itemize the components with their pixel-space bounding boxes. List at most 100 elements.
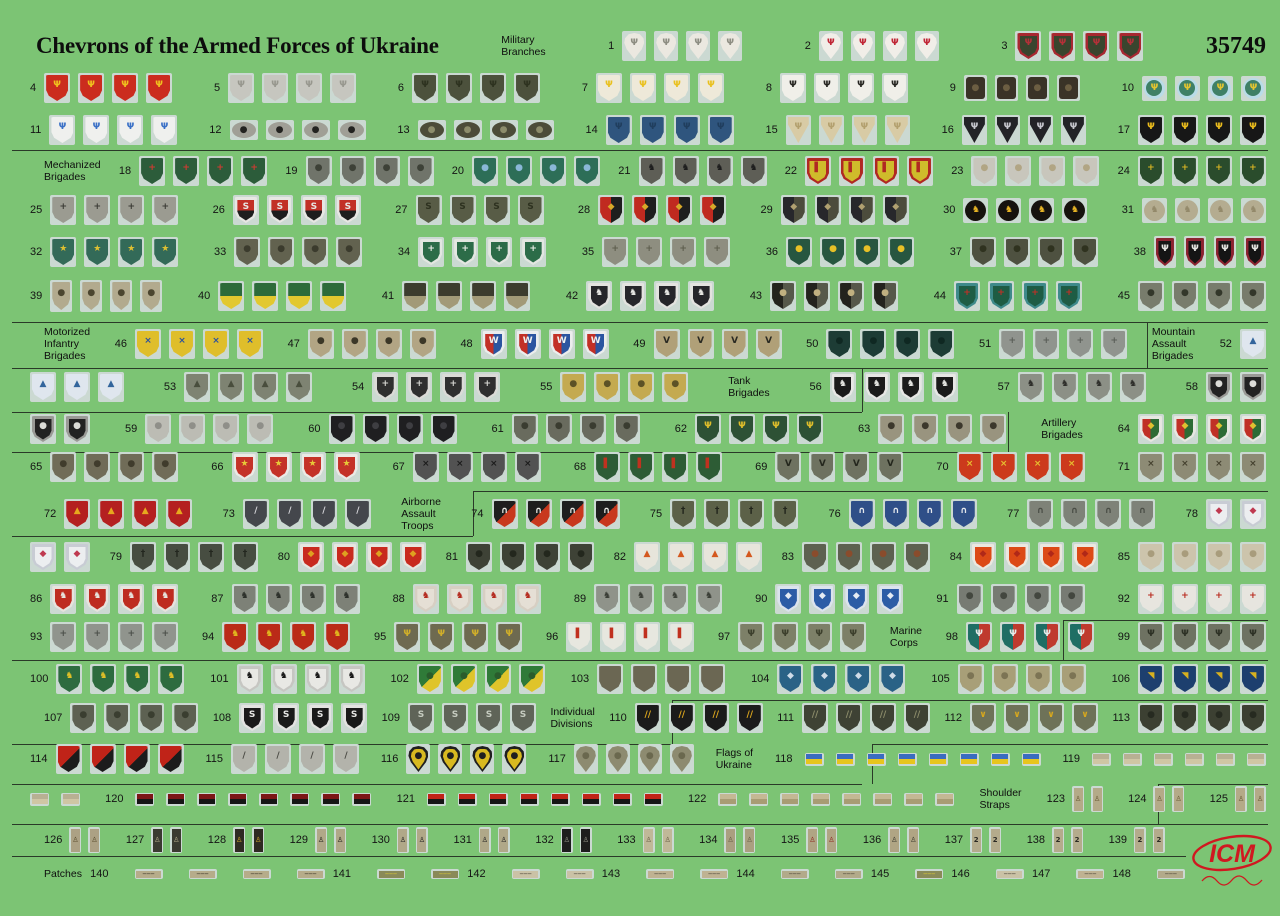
decal-group — [30, 792, 80, 806]
chevron-emblem: × — [1147, 459, 1155, 469]
decal-group: 70 × × × × — [936, 452, 1085, 482]
chevron: × — [202, 329, 229, 359]
chevron: ◥ — [1171, 664, 1198, 694]
chevron: ● — [1059, 664, 1086, 694]
chevron-emblem: ● — [459, 671, 468, 681]
chevron: ● — [339, 156, 366, 186]
chevron: ——— — [377, 869, 406, 879]
group-number: 67 — [392, 461, 405, 473]
chevron-emblem: S — [459, 202, 466, 212]
chevron: ● — [417, 120, 446, 140]
decal-group: 27 S S S S — [395, 195, 544, 225]
decal-group: 119 — [1062, 752, 1266, 766]
decal-group: 12 ● ● ● ● — [209, 120, 366, 140]
chevron: ∩ — [1095, 499, 1122, 529]
decal-group: ● ● — [30, 414, 90, 444]
chevron: ● — [1058, 584, 1085, 614]
chevron-emblem: + — [645, 244, 653, 254]
decal-group: 26 S S S S — [213, 195, 361, 225]
chevron-emblem: 2 — [1137, 835, 1143, 844]
chevron: Ψ — [738, 622, 765, 652]
group-number: 144 — [736, 868, 755, 880]
chevron: ∩ — [491, 499, 518, 529]
group-number: 21 — [618, 165, 631, 177]
chevron: ♞ — [333, 584, 360, 614]
chevron: ◆ — [1137, 414, 1164, 444]
chevron: Ψ — [1015, 31, 1042, 61]
chevron: ♞ — [236, 664, 263, 694]
chevron-emblem: ● — [127, 459, 136, 469]
chevron-emblem: Ψ — [630, 38, 639, 48]
chevron: ◆ — [811, 664, 838, 694]
chevron: ♙ — [315, 827, 328, 853]
chevron: ♞ — [304, 664, 331, 694]
chevron: ♞ — [1241, 197, 1266, 223]
chevron: ♙ — [642, 827, 655, 853]
chevron-emblem: ◆ — [1215, 421, 1223, 431]
group-number: 20 — [451, 165, 465, 177]
chevron: / — [332, 744, 359, 774]
group-number: 90 — [755, 593, 768, 605]
chevron-emblem: ♞ — [1150, 204, 1159, 215]
chevron — [55, 744, 82, 774]
decal-group: 90 ◆ ◆ ◆ ◆ — [755, 584, 904, 614]
chevron: ♙ — [907, 827, 920, 853]
chevron-emblem: ∩ — [858, 506, 866, 516]
decal-group: 22 ▌ ▌ ▌ ▌ — [785, 156, 933, 186]
chevron: ● — [229, 120, 258, 140]
chevron: ∩ — [593, 499, 620, 529]
chevron-emblem: + — [1181, 591, 1189, 601]
chevron: Ψ — [994, 115, 1020, 145]
chevron: ▌ — [600, 622, 627, 652]
chevron: ——— — [431, 869, 460, 879]
chevron-emblem: ● — [887, 421, 896, 431]
group-number: 45 — [1117, 290, 1130, 302]
chevron: S — [334, 195, 361, 225]
group-number: 33 — [213, 246, 227, 258]
section-divider — [12, 368, 1268, 369]
sheet-row: Motorized Infantry Brigades 46 × × × × 47 ● ● ● ● 4… — [0, 323, 1280, 365]
chevron-emblem: ● — [795, 244, 803, 254]
group-number: 114 — [30, 753, 48, 765]
chevron-emblem: ◆ — [641, 202, 649, 212]
chevron: Ψ — [639, 115, 666, 145]
chevron-emblem: + — [127, 202, 136, 212]
chevron-emblem: Ψ — [87, 80, 95, 90]
chevron — [1091, 752, 1111, 766]
chevron: ♙ — [88, 827, 101, 853]
group-number: 55 — [540, 381, 553, 393]
chevron-emblem: ♞ — [629, 288, 638, 298]
chevron: W — [480, 329, 507, 359]
chevron-emblem: Ψ — [1161, 244, 1169, 254]
chevron-emblem: ♞ — [872, 379, 881, 389]
chevron-emblem: Ψ — [471, 629, 480, 639]
chevron-emblem: ★ — [240, 459, 249, 469]
chevron: Ψ — [881, 73, 908, 103]
decal-group: 136 ♙ ♙ — [863, 827, 920, 853]
decal-group: ▲ ▲ ▲ — [30, 372, 124, 402]
chevron: ▲ — [286, 372, 313, 402]
chevron-emblem: Ψ — [1181, 122, 1189, 132]
chevron: ▌ — [872, 156, 899, 186]
chevron: ● — [438, 744, 463, 774]
chevron: ∕∕ — [702, 703, 729, 733]
chevron: ∩ — [848, 499, 875, 529]
chevron-emblem: ▌ — [705, 459, 713, 469]
section-divider — [1008, 412, 1009, 452]
decal-group: 64 ◆ ◆ ◆ ◆ — [1118, 414, 1266, 444]
group-number: 49 — [633, 338, 646, 350]
chevron: ● — [594, 372, 621, 402]
chevron-emblem: ♞ — [59, 591, 68, 601]
chevron: + — [1022, 281, 1049, 311]
chevron: Ψ — [514, 73, 541, 103]
chevron: ▲ — [132, 499, 159, 529]
chevron — [157, 744, 184, 774]
section-label: Artillery Brigades — [1041, 416, 1083, 441]
chevron-emblem: ● — [581, 751, 590, 761]
chevron: ♙ — [1091, 786, 1104, 812]
group-number: 92 — [1117, 593, 1130, 605]
chevron: + — [418, 237, 445, 267]
chevron: ——— — [1156, 869, 1185, 879]
sheet-row: 25 + + + +26 S S S S 27 S S S S 28 ◆ ◆ ◆ ◆ 29 ◆ ◆ ◆ ◆ 30 ♞ ♞ ♞ ♞ 31 ♞ ♞… — [0, 189, 1280, 231]
chevron — [718, 792, 738, 806]
